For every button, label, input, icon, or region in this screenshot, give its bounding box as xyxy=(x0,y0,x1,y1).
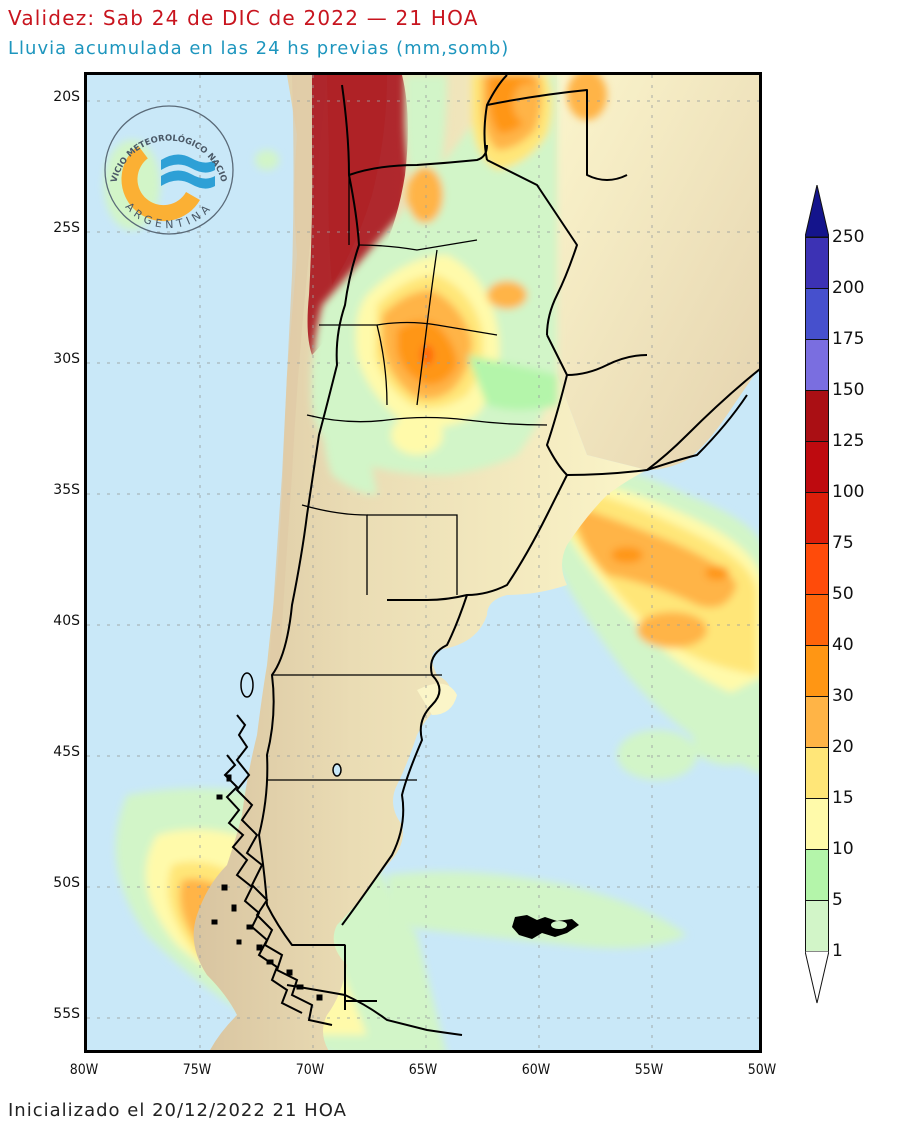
colorbar-seg-50-75 xyxy=(805,543,829,595)
colorbar-seg-20-30 xyxy=(805,696,829,748)
lon-label-55w: 55W xyxy=(634,1062,664,1078)
atlantic-rain-zone xyxy=(387,463,759,949)
lon-label-50w: 50W xyxy=(747,1062,777,1078)
colorbar-label: 250 xyxy=(832,227,865,247)
lon-label-80w: 80W xyxy=(69,1062,99,1078)
lon-label-75w: 75W xyxy=(182,1062,212,1078)
lat-label-50s: 50S xyxy=(53,875,80,891)
colorbar-seg-200-250 xyxy=(805,237,829,289)
province-borders xyxy=(267,175,548,1005)
colorbar-label: 20 xyxy=(832,737,854,757)
colorbar-seg-15-20 xyxy=(805,747,829,799)
lon-label-70w: 70W xyxy=(295,1062,325,1078)
tierra-del-fuego xyxy=(286,945,463,1036)
colorbar-label: 200 xyxy=(832,278,865,298)
colorbar-seg-5-10 xyxy=(805,849,829,901)
colorbar-label: 1 xyxy=(832,941,843,961)
colorbar-label: 30 xyxy=(832,686,854,706)
colorbar-label: 15 xyxy=(832,788,854,808)
colorbar-label: 150 xyxy=(832,380,865,400)
colorbar-seg-150-175 xyxy=(805,339,829,391)
colorbar-seg-10-15 xyxy=(805,798,829,850)
graticule xyxy=(87,75,759,1050)
falkland-islands xyxy=(512,915,579,939)
colorbar-seg-125-150 xyxy=(805,390,829,442)
colorbar-bottom-arrow-icon xyxy=(805,951,829,1004)
lat-label-35s: 35S xyxy=(53,482,80,498)
initialized-footer: Inicializado el 20/12/2022 21 HOA xyxy=(8,1100,347,1121)
colorbar-seg-100-125 xyxy=(805,441,829,493)
validity-title: Validez: Sab 24 de DIC de 2022 — 21 HOA xyxy=(8,6,479,30)
colorbar-label: 125 xyxy=(832,431,865,451)
colorbar-seg-40-50 xyxy=(805,594,829,646)
colorbar-seg-75-100 xyxy=(805,492,829,544)
map-canvas: SERVICIO METEOROLÓGICO NACIONAL ARGENTIN… xyxy=(87,75,759,1050)
country-borders xyxy=(258,75,759,946)
lat-label-25s: 25S xyxy=(53,220,80,236)
colorbar-label: 40 xyxy=(832,635,854,655)
colorbar-seg-30-40 xyxy=(805,645,829,697)
colorbar-label: 50 xyxy=(832,584,854,604)
brazil-land xyxy=(557,75,759,470)
colorbar-label: 5 xyxy=(832,890,843,910)
colorbar-label: 10 xyxy=(832,839,854,859)
lakes xyxy=(240,672,342,777)
lat-label-55s: 55S xyxy=(53,1006,80,1022)
lat-label-40s: 40S xyxy=(53,613,80,629)
lat-label-20s: 20S xyxy=(53,89,80,105)
colorbar-top-arrow-icon xyxy=(805,185,829,238)
lon-label-65w: 65W xyxy=(408,1062,438,1078)
precipitation-map[interactable]: SERVICIO METEOROLÓGICO NACIONAL ARGENTIN… xyxy=(84,72,762,1053)
lon-label-60w: 60W xyxy=(521,1062,551,1078)
colorbar-label: 100 xyxy=(832,482,865,502)
colorbar-label: 175 xyxy=(832,329,865,349)
lat-label-45s: 45S xyxy=(53,744,80,760)
map-subtitle: Lluvia acumulada en las 24 hs previas (m… xyxy=(8,38,510,59)
colorbar-seg-175-200 xyxy=(805,288,829,340)
colorbar-seg-1-5 xyxy=(805,900,829,952)
lat-label-30s: 30S xyxy=(53,351,80,367)
colorbar-label: 75 xyxy=(832,533,854,553)
